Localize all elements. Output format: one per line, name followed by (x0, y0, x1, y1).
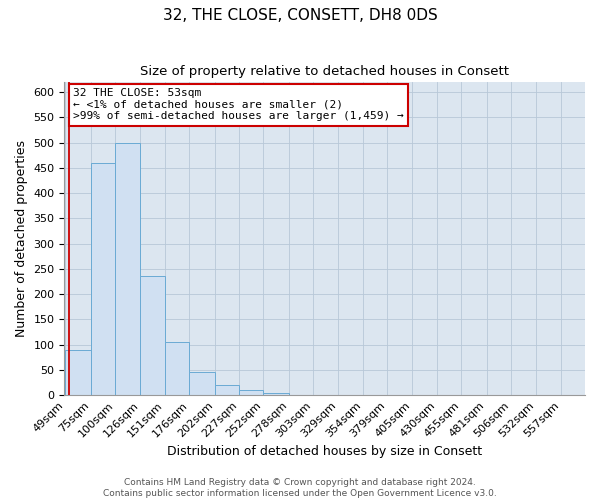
Bar (140, 276, 165, 395)
Bar (65, 350, 91, 395)
Bar (189, 372, 215, 395)
Text: Contains HM Land Registry data © Crown copyright and database right 2024.
Contai: Contains HM Land Registry data © Crown c… (103, 478, 497, 498)
X-axis label: Distribution of detached houses by size in Consett: Distribution of detached houses by size … (167, 444, 482, 458)
Y-axis label: Number of detached properties: Number of detached properties (15, 140, 28, 337)
Bar (363, 394, 387, 395)
Bar (239, 390, 263, 395)
Bar (215, 385, 239, 395)
Bar (289, 394, 313, 395)
Text: 32, THE CLOSE, CONSETT, DH8 0DS: 32, THE CLOSE, CONSETT, DH8 0DS (163, 8, 437, 22)
Bar (165, 342, 189, 395)
Bar (263, 393, 289, 395)
Bar (91, 163, 115, 395)
Bar (115, 142, 140, 395)
Title: Size of property relative to detached houses in Consett: Size of property relative to detached ho… (140, 65, 509, 78)
Text: 32 THE CLOSE: 53sqm
← <1% of detached houses are smaller (2)
>99% of semi-detach: 32 THE CLOSE: 53sqm ← <1% of detached ho… (73, 88, 404, 121)
